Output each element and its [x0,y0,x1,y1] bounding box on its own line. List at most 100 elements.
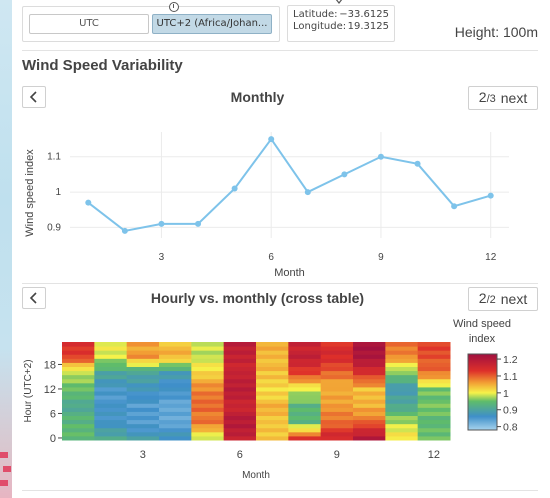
heatmap-cell [159,382,192,388]
heatmap-cell [256,362,289,367]
heatmap-cell [223,358,257,363]
heatmap-cell [159,342,192,347]
y-tick-label: 0.9 [47,222,61,233]
heatmap-cell [385,350,419,355]
heatmap-cell [256,382,289,388]
heatmap-cell [417,415,451,421]
heatmap-cell [320,378,354,384]
monthly-prev-button[interactable] [22,86,46,108]
heatmap-cell [62,403,95,408]
heatmap-cell [353,382,386,388]
colorbar-tick-label: 0.9 [503,405,518,417]
cross-prev-button[interactable] [22,287,46,309]
heatmap-cell [320,362,354,367]
heatmap-cell [159,427,192,433]
heatmap-cell [223,407,257,412]
x-tick-label: 3 [140,449,146,461]
heatmap-cell [191,342,225,347]
cross-next-button[interactable]: next [500,291,528,307]
data-point [158,220,165,227]
monthly-pager[interactable]: 2/3 next [468,86,538,110]
heatmap-cell [159,350,192,355]
heatmap-cell [320,403,354,408]
longitude-label: Longitude: [293,21,347,32]
heatmap-cell [385,382,419,388]
heatmap-cell [320,382,354,388]
clock-icon [169,2,179,12]
heatmap-cell [223,399,257,404]
heatmap-cell [320,350,354,355]
colorbar [467,353,498,431]
heatmap-cell [191,354,225,359]
heatmap-cell [353,346,386,351]
heatmap-cell [62,366,95,372]
y-tick-label: 0 [50,433,56,445]
heatmap-cell [62,419,95,425]
colorbar-title: index [469,333,496,345]
heatmap-cell [353,366,386,372]
heatmap-cell [320,370,354,376]
timezone-utc-button[interactable]: UTC [29,14,149,34]
heatmap-cell [126,370,160,376]
heatmap-cell [288,415,322,421]
heatmap-cell [320,342,354,347]
heatmap-cell [385,407,419,412]
heatmap-cell [417,382,451,388]
heatmap-cell [353,403,386,408]
heatmap-cell [94,415,128,421]
cross-page-current: 2 [478,290,487,306]
heatmap-cell [385,403,419,408]
heatmap-cell [320,435,354,441]
heatmap-cell [320,407,354,412]
location-pin-icon [335,0,343,4]
heatmap-cell [223,423,257,429]
heatmap-cell [126,350,160,355]
heatmap-cell [320,391,354,396]
heatmap-cell [288,342,322,347]
heatmap-cell [191,358,225,363]
monthly-next-button[interactable]: next [500,90,528,106]
heatmap-cell [223,419,257,425]
chevron-left-icon [29,91,37,103]
heatmap-cell [191,403,225,408]
data-point [231,185,238,192]
heatmap-cell [159,419,192,425]
heatmap-cell [94,378,128,384]
heatmap-cell [385,342,419,347]
heatmap-cell [288,395,322,400]
heatmap-cell [159,423,192,429]
data-point [121,227,128,234]
heatmap-cell [62,374,95,380]
x-tick-label: 6 [268,252,274,263]
heatmap-cell [353,427,386,433]
heatmap-cell [320,431,354,437]
heatmap-cell [191,386,225,392]
data-point [268,136,275,143]
heatmap-cell [62,415,95,421]
section-title: Wind Speed Variability [22,57,183,74]
heatmap-cell [223,435,257,441]
longitude-value: 19.3125 [347,21,389,32]
heatmap-cell [353,374,386,380]
monthly-line-chart: 0.9 1 1.1 3 6 9 12 Month Wind speed index [24,132,509,279]
heatmap-cell [94,395,128,400]
heatmap-cell [62,411,95,416]
heatmap-cell [223,374,257,380]
heatmap-cell [126,415,160,421]
heatmap-cell [353,395,386,400]
timezone-local-button[interactable]: UTC+2 (Africa/Johan... [152,14,272,34]
heatmap-cell [62,435,95,441]
heatmap-cell [288,358,322,363]
heatmap-cell [385,354,419,359]
heatmap-cell [94,358,128,363]
data-point [85,199,92,206]
heatmap-cell [126,386,160,392]
heatmap-cell [94,431,128,437]
data-point [377,153,384,160]
cross-pager[interactable]: 2/2 next [468,287,538,311]
heatmap-cell [126,378,160,384]
heatmap-cell [320,415,354,421]
latitude-label: Latitude: [293,9,338,20]
panel-divider [22,283,538,284]
heatmap-cell [159,358,192,363]
